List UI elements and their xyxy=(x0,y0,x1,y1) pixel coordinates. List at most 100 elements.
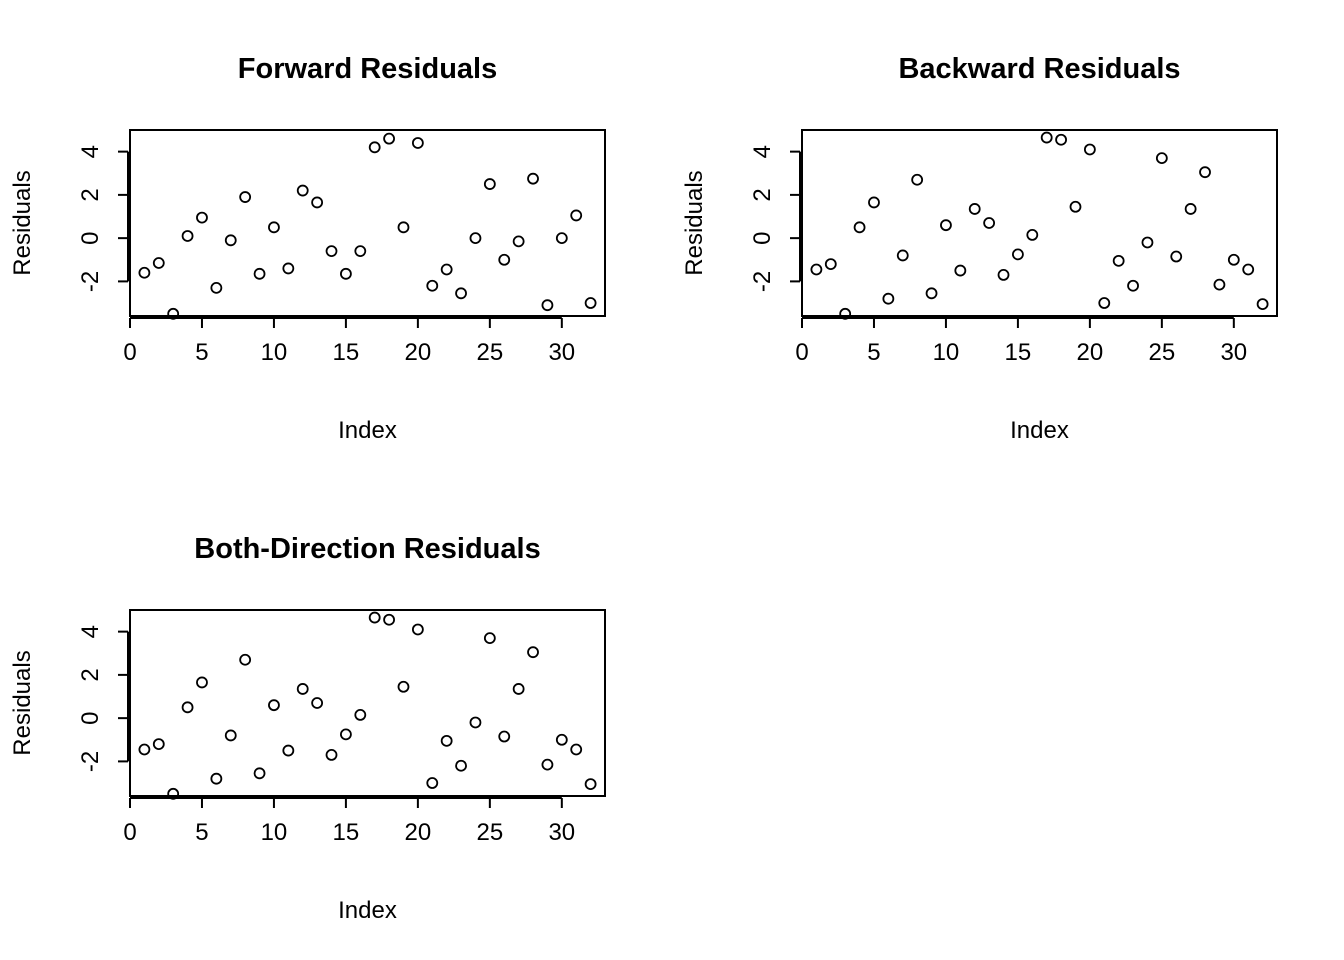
backward-residuals-panel: Backward Residuals 0 5 10 15 20 25 30 -2 0 2 4 Index… xyxy=(681,53,1278,444)
data-point xyxy=(1055,133,1067,146)
data-point xyxy=(383,613,395,626)
data-point xyxy=(325,749,338,761)
data-point xyxy=(282,744,295,757)
data-point xyxy=(853,221,866,234)
data-point xyxy=(469,716,482,729)
x-tick-label: 0 xyxy=(123,819,136,846)
data-point xyxy=(167,307,180,320)
data-point xyxy=(239,653,252,666)
x-tick-label: 20 xyxy=(405,339,432,366)
y-axis-label: Residuals xyxy=(681,170,708,275)
y-tick-label: 0 xyxy=(749,231,776,244)
data-point xyxy=(1040,131,1053,144)
data-point xyxy=(1141,236,1154,249)
data-point xyxy=(311,697,324,709)
data-point xyxy=(167,787,180,800)
data-point xyxy=(311,196,324,209)
x-axis-label: Index xyxy=(1010,417,1069,444)
data-point xyxy=(196,676,208,689)
data-point xyxy=(282,262,295,275)
data-point xyxy=(383,132,395,145)
x-tick-label: 25 xyxy=(476,339,503,366)
data-point xyxy=(584,778,597,791)
x-tick-label: 0 xyxy=(795,339,808,366)
data-point xyxy=(138,266,151,279)
data-point xyxy=(1127,279,1139,292)
data-point xyxy=(940,219,952,232)
x-tick-label: 0 xyxy=(123,339,136,366)
data-point xyxy=(584,297,597,309)
forward-residuals-panel: Forward Residuals 0 5 10 15 20 25 30 -2 0 2 4 Index R… xyxy=(9,53,606,444)
data-point xyxy=(570,209,583,222)
x-tick-label: 10 xyxy=(933,339,960,366)
data-point xyxy=(997,269,1010,281)
data-point xyxy=(354,245,367,258)
data-point xyxy=(1083,143,1096,156)
data-point xyxy=(1242,263,1255,276)
data-point xyxy=(440,734,453,747)
data-point xyxy=(268,699,280,712)
plot-frame xyxy=(801,129,1278,317)
y-tick-label: 4 xyxy=(77,145,104,158)
data-point xyxy=(1112,254,1125,267)
data-point xyxy=(440,263,453,276)
data-point xyxy=(469,232,482,245)
data-point xyxy=(455,287,467,300)
x-tick-label: 10 xyxy=(261,819,288,846)
x-tick-label: 15 xyxy=(1005,339,1032,366)
data-point xyxy=(911,173,924,186)
data-point xyxy=(152,738,165,750)
y-tick-label: -2 xyxy=(77,751,104,772)
data-point xyxy=(483,178,496,190)
y-tick-label: 4 xyxy=(749,145,776,158)
data-point xyxy=(1155,152,1168,165)
data-point xyxy=(896,249,909,262)
data-point xyxy=(1098,297,1111,309)
data-point xyxy=(196,211,208,224)
data-point xyxy=(1184,203,1197,215)
data-point xyxy=(340,267,352,280)
y-tick-label: 0 xyxy=(77,711,104,724)
y-tick-label: 2 xyxy=(77,188,104,201)
data-point xyxy=(1069,200,1082,213)
data-point xyxy=(839,307,852,320)
y-tick-label: 2 xyxy=(749,188,776,201)
data-point xyxy=(868,196,880,209)
data-point xyxy=(882,292,895,305)
data-point xyxy=(1026,228,1039,241)
data-point xyxy=(512,235,525,248)
x-tick-label: 20 xyxy=(405,819,432,846)
data-point xyxy=(152,257,165,269)
data-point xyxy=(296,683,309,695)
x-tick-label: 25 xyxy=(476,819,503,846)
data-point xyxy=(397,680,410,693)
data-point xyxy=(925,287,938,300)
x-tick-label: 5 xyxy=(195,819,208,846)
data-point xyxy=(340,728,352,741)
both-direction-residuals-panel: Both-Direction Residuals 0 5 10 15 20 25 30 -2 0 2… xyxy=(9,533,606,924)
data-point xyxy=(498,253,511,266)
plot-frame xyxy=(129,609,606,797)
data-point xyxy=(368,611,381,624)
data-point xyxy=(810,263,823,276)
data-point xyxy=(527,172,539,185)
x-tick-label: 5 xyxy=(867,339,880,366)
data-point xyxy=(555,232,568,245)
y-tick-label: 0 xyxy=(77,231,104,244)
data-point xyxy=(541,758,554,771)
data-point xyxy=(483,632,496,645)
data-point xyxy=(296,184,309,197)
x-tick-label: 10 xyxy=(261,339,288,366)
y-axis-label: Residuals xyxy=(9,170,36,275)
x-tick-label: 30 xyxy=(548,819,575,846)
chart-title: Forward Residuals xyxy=(238,53,497,85)
data-point xyxy=(397,221,410,234)
chart-title: Both-Direction Residuals xyxy=(194,533,540,565)
data-point xyxy=(253,267,266,280)
data-point xyxy=(181,230,194,242)
data-point xyxy=(210,281,223,294)
data-point xyxy=(512,683,525,695)
data-point xyxy=(411,137,424,149)
data-point xyxy=(455,759,467,772)
chart-title: Backward Residuals xyxy=(898,53,1180,85)
